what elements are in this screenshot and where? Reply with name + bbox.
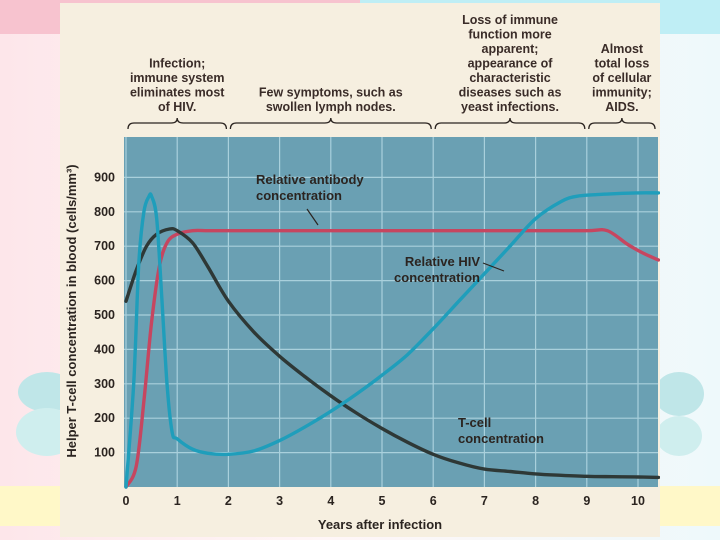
- phase-text-line: immune system: [130, 71, 224, 85]
- y-tick-label: 500: [94, 308, 115, 322]
- decorative-blob: [654, 372, 704, 416]
- decorative-blob: [656, 416, 702, 456]
- x-tick-labels: 0 1 2 3 4 5 6 7 8 9 10: [123, 494, 645, 508]
- phase-text-line: total loss: [594, 57, 649, 71]
- hiv-progression-figure: Infection; immune system eliminates most of…: [60, 3, 660, 537]
- series-lines: [124, 191, 660, 489]
- y-tick-label: 600: [94, 274, 115, 288]
- y-tick-label: 400: [94, 342, 115, 356]
- y-tick-labels: 100 200 300 400 500 600 700 800 900: [94, 170, 115, 459]
- label-leader-line: [482, 262, 505, 272]
- phase-text-line: appearance of: [468, 57, 554, 71]
- y-tick-label: 700: [94, 239, 115, 253]
- phase-text-line: Loss of immune: [462, 13, 558, 27]
- phase-text-line: yeast infections.: [461, 100, 559, 114]
- plot-area: [124, 137, 658, 487]
- phase-text-line: diseases such as: [459, 86, 562, 100]
- series-label-line: concentration: [394, 270, 480, 285]
- phase-text-line: characteristic: [469, 71, 550, 85]
- phase-text-line: function more: [468, 28, 551, 42]
- phase-text-line: of HIV.: [158, 100, 196, 114]
- x-tick-label: 10: [631, 494, 645, 508]
- x-tick-label: 7: [481, 494, 488, 508]
- x-tick-label: 0: [123, 494, 130, 508]
- phase-text-line: of cellular: [592, 71, 651, 85]
- series-label-line: Relative HIV: [405, 254, 480, 269]
- x-tick-label: 5: [379, 494, 386, 508]
- phase-text-line: Infection;: [149, 57, 205, 71]
- x-tick-label: 9: [583, 494, 590, 508]
- phase-text-line: AIDS.: [605, 100, 638, 114]
- label-leader-line: [306, 208, 319, 226]
- y-axis-title: Helper T-cell concentration in blood (ce…: [64, 164, 79, 457]
- series-label-line: T-cell: [458, 415, 491, 430]
- antibody-concentration-line: [124, 227, 660, 489]
- phase-bracket: [229, 117, 432, 130]
- phase-text-line: apparent;: [482, 42, 539, 56]
- phase-bracket: [434, 117, 586, 130]
- series-label-line: concentration: [458, 431, 544, 446]
- phase-text-line: swollen lymph nodes.: [266, 100, 396, 114]
- series-label-line: concentration: [256, 188, 342, 203]
- y-tick-label: 100: [94, 446, 115, 460]
- series-label-line: Relative antibody: [256, 172, 364, 187]
- y-tick-label: 200: [94, 411, 115, 425]
- phase-text-line: eliminates most: [130, 86, 225, 100]
- x-tick-label: 2: [225, 494, 232, 508]
- y-tick-label: 800: [94, 205, 115, 219]
- x-tick-label: 8: [532, 494, 539, 508]
- hiv-concentration-line: [124, 191, 660, 489]
- x-tick-label: 4: [327, 494, 334, 508]
- x-axis-title: Years after infection: [318, 517, 442, 532]
- phase-text-line: immunity;: [592, 86, 652, 100]
- x-tick-label: 3: [276, 494, 283, 508]
- phase-text-line: Almost: [601, 42, 644, 56]
- y-tick-label: 300: [94, 377, 115, 391]
- x-tick-label: 1: [174, 494, 181, 508]
- y-tick-label: 900: [94, 170, 115, 184]
- x-tick-label: 6: [430, 494, 437, 508]
- grid-lines: [124, 137, 658, 487]
- phase-bracket: [588, 117, 656, 130]
- phase-bracket: [127, 117, 228, 130]
- phase-text-line: Few symptoms, such as: [259, 86, 403, 100]
